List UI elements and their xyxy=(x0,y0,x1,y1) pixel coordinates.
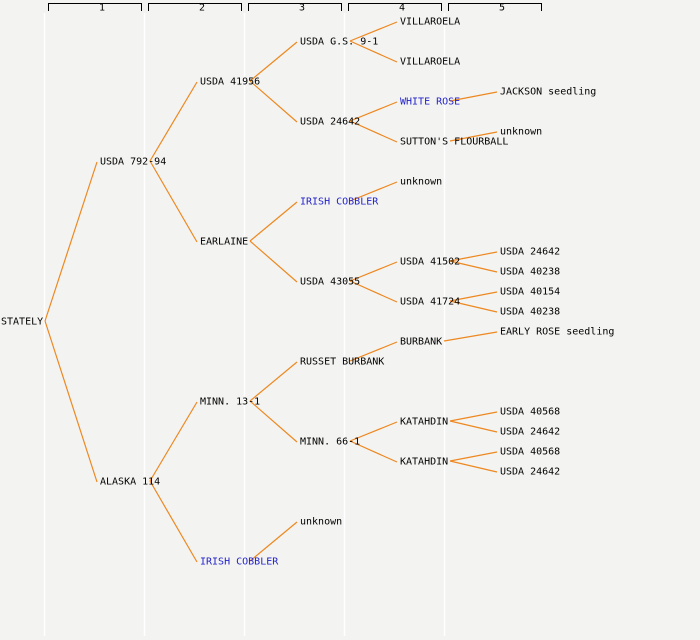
column-number-1: 1 xyxy=(98,2,106,14)
pedigree-edge-usda-43055--usda-41502 xyxy=(349,261,398,282)
column-number-2: 2 xyxy=(198,2,206,14)
node-unknown-g5: unknown xyxy=(500,126,543,138)
node-katahdin-1: KATAHDIN xyxy=(400,416,449,428)
pedigree-edge-usda-24642-g3--suttons-flourball xyxy=(349,120,398,143)
pedigree-edge-minn-66-1--katahdin-1 xyxy=(349,421,398,442)
node-alaska-114: ALASKA 114 xyxy=(100,476,161,488)
node-usda-24642-g3: USDA 24642 xyxy=(300,116,361,128)
node-usda-40568-a: USDA 40568 xyxy=(500,406,561,418)
node-usda-43055: USDA 43055 xyxy=(300,276,361,288)
pedigree-edge-usda-792-94--usda-41956 xyxy=(149,81,198,162)
pedigree-edge-katahdin-1--usda-24642-b xyxy=(449,420,498,433)
node-white-rose[interactable]: WHITE ROSE xyxy=(400,96,461,108)
pedigree-edge-usda-41724--usda-40154 xyxy=(449,291,498,302)
pedigree-edge-burbank--early-rose-seedling xyxy=(443,331,498,342)
node-usda-41502: USDA 41502 xyxy=(400,256,461,268)
node-usda-41724: USDA 41724 xyxy=(400,296,461,308)
column-number-4: 4 xyxy=(398,2,406,14)
pedigree-edge-usda-43055--usda-41724 xyxy=(349,280,398,303)
pedigree-edge-usda-41956--usda-gs-9-1 xyxy=(249,41,298,82)
node-usda-gs-9-1: USDA G.S. 9-1 xyxy=(300,36,379,48)
node-burbank: BURBANK xyxy=(400,336,443,348)
pedigree-edge-suttons-flourball--unknown-g5 xyxy=(449,131,498,142)
node-irish-cobbler-g2[interactable]: IRISH COBBLER xyxy=(200,556,279,568)
pedigree-edge-usda-24642-g3--white-rose xyxy=(349,101,398,122)
pedigree-edge-irish-cobbler-g3--unknown-g4 xyxy=(349,181,398,202)
node-jackson-seedling: JACKSON seedling xyxy=(500,86,597,98)
node-stately: STATELY xyxy=(1,316,44,328)
pedigree-edge-alaska-114--irish-cobbler-g2 xyxy=(149,480,198,563)
pedigree-edge-stately--alaska-114 xyxy=(44,320,98,483)
pedigree-edge-alaska-114--minn-13-1 xyxy=(149,401,198,482)
node-katahdin-2: KATAHDIN xyxy=(400,456,449,468)
node-usda-40568-b: USDA 40568 xyxy=(500,446,561,458)
node-earlaine: EARLAINE xyxy=(200,236,249,248)
pedigree-edge-usda-gs-9-1--villaroela-1 xyxy=(349,21,398,42)
node-usda-792-94: USDA 792-94 xyxy=(100,156,167,168)
node-usda-40238-b: USDA 40238 xyxy=(500,306,561,318)
node-villaroela-2: VILLAROELA xyxy=(400,56,461,68)
node-usda-24642-c: USDA 24642 xyxy=(500,466,561,478)
node-early-rose-seedling: EARLY ROSE seedling xyxy=(500,326,615,338)
pedigree-edge-katahdin-2--usda-24642-c xyxy=(449,460,498,473)
node-unknown-g4: unknown xyxy=(400,176,443,188)
node-villaroela-1: VILLAROELA xyxy=(400,16,461,28)
pedigree-edge-usda-792-94--earlaine xyxy=(149,160,198,243)
node-usda-24642-b: USDA 24642 xyxy=(500,426,561,438)
pedigree-edge-usda-41502--usda-24642-a xyxy=(449,251,498,262)
node-usda-40154: USDA 40154 xyxy=(500,286,561,298)
pedigree-edge-katahdin-1--usda-40568-a xyxy=(449,411,498,422)
pedigree-edge-usda-41502--usda-40238-a xyxy=(449,260,498,273)
pedigree-edge-usda-gs-9-1--villaroela-2 xyxy=(349,40,398,63)
pedigree-edge-usda-41956--usda-24642-g3 xyxy=(249,80,298,123)
pedigree-edge-earlaine--usda-43055 xyxy=(249,240,298,283)
node-irish-cobbler-g3[interactable]: IRISH COBBLER xyxy=(300,196,379,208)
column-number-3: 3 xyxy=(298,2,306,14)
node-usda-41956: USDA 41956 xyxy=(200,76,261,88)
pedigree-edge-minn-13-1--russet-burbank xyxy=(249,361,298,402)
node-minn-13-1: MINN. 13-1 xyxy=(200,396,261,408)
pedigree-edge-minn-13-1--minn-66-1 xyxy=(249,400,298,443)
pedigree-edge-stately--usda-792-94 xyxy=(44,161,98,322)
pedigree-edge-russet-burbank--burbank xyxy=(349,341,398,362)
pedigree-edge-irish-cobbler-g2--unknown-g3 xyxy=(249,521,298,562)
node-russet-burbank: RUSSET BURBANK xyxy=(300,356,385,368)
node-usda-40238-a: USDA 40238 xyxy=(500,266,561,278)
node-suttons-flourball: SUTTON'S FLOURBALL xyxy=(400,136,509,148)
node-minn-66-1: MINN. 66-1 xyxy=(300,436,361,448)
column-number-5: 5 xyxy=(498,2,506,14)
pedigree-edge-usda-41724--usda-40238-b xyxy=(449,300,498,313)
pedigree-edge-katahdin-2--usda-40568-b xyxy=(449,451,498,462)
node-usda-24642-a: USDA 24642 xyxy=(500,246,561,258)
pedigree-edge-earlaine--irish-cobbler-g3 xyxy=(249,201,298,242)
pedigree-edge-white-rose--jackson-seedling xyxy=(449,91,498,102)
node-unknown-g3: unknown xyxy=(300,516,343,528)
pedigree-edge-minn-66-1--katahdin-2 xyxy=(349,440,398,463)
